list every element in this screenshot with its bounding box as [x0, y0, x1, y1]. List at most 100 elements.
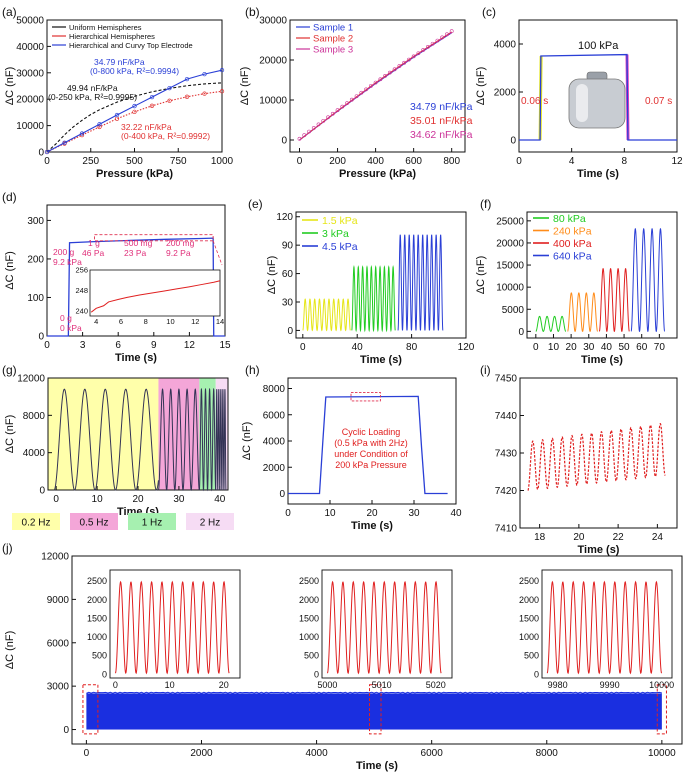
- x-tick-label: 6000: [421, 748, 444, 759]
- x-tick-label: 20: [573, 532, 585, 543]
- annotation: 23 Pa: [124, 248, 146, 258]
- y-tick-label: 8000: [23, 411, 46, 422]
- series-marker: [406, 57, 411, 62]
- legend-entry: 640 kPa: [553, 251, 592, 263]
- y-axis-label: ΔC (nF): [4, 631, 16, 670]
- legend-entry: 3 kPa: [322, 228, 349, 240]
- annotation: 0 kPa: [60, 323, 82, 333]
- x-tick-label: 800: [443, 156, 460, 167]
- series-marker: [364, 87, 368, 92]
- weight-highlight: [576, 84, 588, 122]
- y-axis-label: ΔC (nF): [4, 415, 16, 454]
- inset-x-tick-label: 9980: [548, 680, 568, 690]
- x-axis-label: Time (s): [581, 354, 623, 366]
- series-marker: [402, 60, 407, 65]
- x-tick-label: 40: [352, 342, 364, 353]
- series-marker: [326, 115, 330, 120]
- series-marker: [132, 109, 137, 115]
- x-tick-label: 250: [82, 156, 99, 167]
- x-tick-label: 600: [405, 156, 422, 167]
- series-marker: [373, 80, 378, 85]
- series-segment-3: [198, 387, 217, 492]
- x-tick-label: 0: [533, 342, 539, 353]
- inset-line: [114, 580, 230, 675]
- signal-peak-edge: [86, 691, 662, 694]
- legend-entry: 240 kPa: [553, 226, 592, 238]
- series-marker: [202, 91, 207, 96]
- inset-y-tick-label: 1500: [299, 613, 319, 623]
- inset-y-tick-label: 0: [314, 669, 319, 679]
- inset-y-tick-label: 0: [102, 669, 107, 679]
- annotation: under Condition of: [334, 449, 408, 459]
- y-tick-label: 30000: [259, 16, 287, 27]
- x-axis-label: Pressure (kPa): [96, 168, 173, 180]
- series-marker: [316, 122, 321, 127]
- y-tick-label: 30000: [16, 68, 44, 79]
- series-marker: [311, 126, 316, 130]
- annotation: 200 kPa Pressure: [335, 460, 407, 470]
- y-tick-label: 100: [27, 293, 44, 304]
- x-axis-label: Time (s): [351, 520, 393, 532]
- x-tick-label: 6: [115, 340, 121, 351]
- inset-x-tick-label: 10000: [649, 680, 674, 690]
- x-tick-label: 0: [300, 342, 306, 353]
- annotation: 46 Pa: [82, 248, 104, 258]
- x-tick-label: 30: [583, 342, 595, 353]
- x-tick-label: 8000: [536, 748, 559, 759]
- x-axis-label: Time (s): [115, 352, 157, 364]
- inset-y-tick-label: 248: [75, 286, 88, 295]
- y-axis-label: ΔC (nF): [266, 256, 278, 295]
- plot-frame: [526, 211, 678, 339]
- plot-frame: [518, 19, 678, 153]
- inset-y-tick-label: 500: [304, 651, 319, 661]
- inset-x-tick-label: 5000: [317, 680, 337, 690]
- y-axis-label: ΔC (nF): [4, 251, 16, 290]
- series-line-3: [598, 267, 630, 333]
- inset-y-tick-label: 240: [75, 306, 88, 315]
- series-line-3: [397, 234, 444, 331]
- inset-y-tick-label: 2000: [519, 595, 539, 605]
- x-tick-label: 8: [622, 156, 628, 167]
- y-tick-label: 0: [63, 725, 69, 736]
- series-line-3: [299, 31, 452, 141]
- series-marker: [392, 67, 397, 72]
- x-tick-label: 40: [601, 342, 613, 353]
- legend-entry: 80 kPa: [553, 213, 586, 225]
- inset-line: [546, 580, 663, 675]
- x-tick-label: 20: [132, 494, 144, 505]
- x-tick-label: 1000: [211, 156, 234, 167]
- series-marker: [435, 38, 440, 43]
- x-tick-label: 80: [406, 342, 418, 353]
- x-tick-label: 3: [80, 340, 86, 351]
- y-tick-label: 7410: [495, 524, 518, 535]
- x-axis-label: Pressure (kPa): [339, 168, 416, 180]
- legend-entry: Hierarchical and Curvy Top Electrode: [69, 41, 193, 50]
- series-marker: [149, 94, 155, 100]
- x-tick-label: 750: [170, 156, 187, 167]
- inset-x-tick-label: 4: [94, 317, 98, 326]
- inset-x-tick-label: 14: [216, 317, 224, 326]
- inset-y-tick-label: 1500: [87, 613, 107, 623]
- x-tick-label: 24: [652, 532, 664, 543]
- y-tick-label: 0: [38, 332, 44, 343]
- series-marker: [397, 64, 402, 68]
- series-line-1: [302, 298, 351, 332]
- annotation: 34.79 nF/kPa: [94, 57, 145, 67]
- x-axis-label: Time (s): [578, 544, 620, 556]
- y-tick-label: 10000: [16, 121, 44, 132]
- zoom-box: [350, 391, 381, 402]
- frequency-legend-label: 0.5 Hz: [80, 518, 109, 529]
- series-marker: [79, 131, 85, 136]
- series-marker: [167, 85, 172, 91]
- plot-frame: [289, 19, 466, 153]
- y-tick-label: 20000: [259, 56, 287, 67]
- x-tick-label: 4000: [305, 748, 328, 759]
- x-tick-label: 400: [367, 156, 384, 167]
- y-axis-label: ΔC (nF): [475, 67, 487, 106]
- legend-entry: Sample 1: [313, 23, 353, 34]
- series-marker: [368, 84, 373, 88]
- x-tick-label: 0: [44, 340, 50, 351]
- annotation: 34.79 nF/kPa: [410, 101, 473, 113]
- inset-y-tick-label: 2500: [87, 576, 107, 586]
